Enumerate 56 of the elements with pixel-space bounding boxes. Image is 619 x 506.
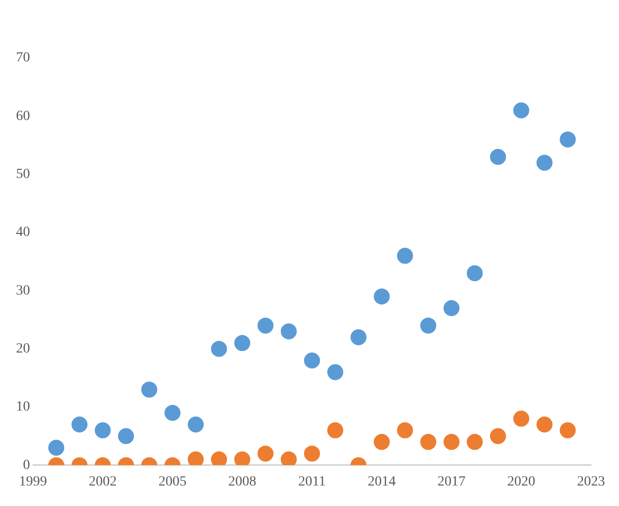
point (466, 265, 483, 282)
x-tick-label: 2023 (577, 474, 605, 490)
point (234, 451, 250, 466)
point (258, 446, 274, 462)
point (374, 434, 390, 450)
point (141, 382, 158, 398)
point (304, 352, 320, 368)
point (397, 422, 413, 438)
point (350, 329, 366, 346)
point (211, 340, 227, 357)
point (513, 102, 530, 118)
point (536, 154, 552, 171)
point (420, 434, 436, 450)
x-tick-label: 2017 (438, 474, 466, 490)
x-tick-label: 2014 (368, 474, 396, 490)
point (513, 410, 530, 427)
x-tick-label: 2008 (228, 474, 256, 490)
point (560, 422, 576, 438)
point (188, 451, 204, 466)
point (536, 416, 552, 432)
point (280, 323, 297, 340)
point (490, 148, 506, 165)
point (466, 434, 483, 450)
point (164, 404, 180, 421)
point (490, 428, 506, 444)
point (560, 131, 576, 148)
y-tick-label: 0 (23, 458, 30, 473)
point (188, 416, 204, 432)
point (280, 451, 297, 466)
y-tick-label: 30 (16, 283, 30, 298)
x-tick-label: 2005 (158, 474, 186, 490)
y-tick-label: 10 (16, 400, 30, 415)
point (374, 288, 390, 305)
point (94, 422, 111, 438)
x-tick-label: 2002 (88, 474, 117, 490)
y-tick-label: 50 (16, 167, 30, 182)
point (397, 248, 413, 264)
point (327, 422, 344, 438)
point (444, 300, 460, 316)
x-tick-label: 2020 (507, 474, 536, 490)
x-tick-label: 1999 (19, 474, 47, 490)
x-tick-label: 2011 (298, 474, 326, 490)
point (72, 416, 88, 432)
point (211, 451, 227, 466)
point (304, 446, 320, 462)
point (234, 335, 250, 352)
point (420, 318, 436, 334)
y-tick-label: 40 (16, 225, 30, 240)
y-tick-label: 60 (16, 108, 30, 124)
point (444, 434, 460, 450)
point (258, 318, 274, 334)
point (48, 440, 64, 456)
point (327, 364, 344, 380)
y-tick-label: 20 (16, 342, 30, 357)
y-tick-label: 70 (16, 50, 30, 66)
point (118, 428, 134, 444)
